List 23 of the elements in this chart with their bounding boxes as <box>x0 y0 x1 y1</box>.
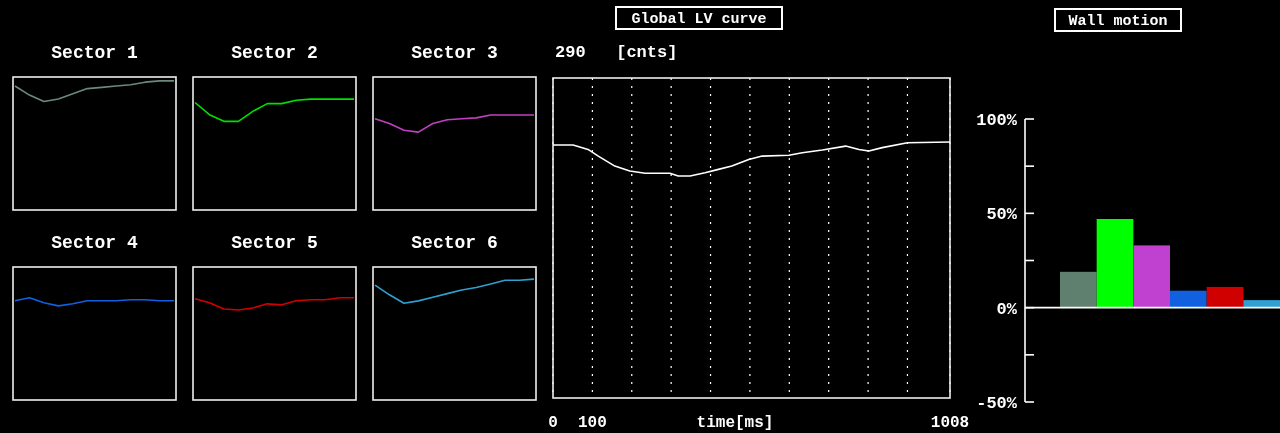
bar <box>1243 300 1280 308</box>
chart-title: Sector 1 <box>51 43 138 63</box>
chart-title: Wall motion <box>1068 13 1168 30</box>
bar <box>1096 218 1134 308</box>
chart-title: Sector 5 <box>231 233 318 253</box>
bar <box>1133 245 1170 308</box>
chart-title: Sector 2 <box>231 43 318 63</box>
x-axis-title: time[ms] <box>696 414 774 432</box>
bar <box>1206 286 1244 308</box>
bar <box>1170 290 1207 308</box>
y-tick-label: 0% <box>996 299 1018 319</box>
chart-title: Sector 3 <box>411 43 498 63</box>
y-tick-label: 50% <box>986 205 1018 225</box>
chart-title: Sector 6 <box>411 233 498 253</box>
x-tick-label: 1008 <box>930 414 970 432</box>
chart-title: Sector 4 <box>51 233 138 253</box>
y-axis-title: 290 [cnts] <box>555 43 678 62</box>
x-tick-label: 100 <box>577 414 607 432</box>
chart-title: Global LV curve <box>631 11 767 28</box>
y-tick-label: -50% <box>976 394 1018 413</box>
bar <box>1060 271 1097 308</box>
y-tick-label: 100% <box>976 111 1018 130</box>
x-tick-label: 0 <box>548 414 558 432</box>
